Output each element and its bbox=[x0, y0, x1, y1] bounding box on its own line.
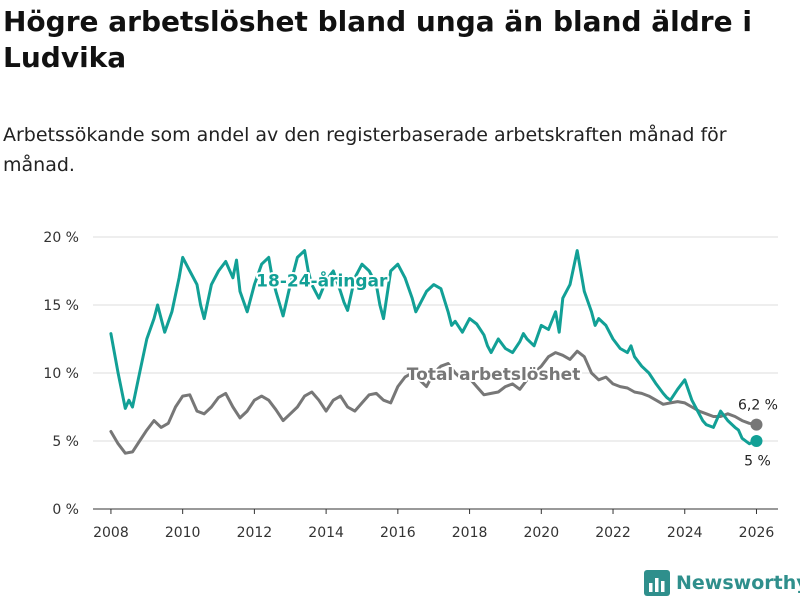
youth-end-label: 5 % bbox=[744, 453, 771, 469]
x-tick-label: 2020 bbox=[523, 525, 559, 541]
total-series-line bbox=[109, 349, 758, 455]
newsworthy-logo[interactable]: Newsworthy bbox=[644, 568, 800, 598]
total-end-label: 6,2 % bbox=[738, 398, 778, 414]
series-labels: 18-24-åringar Total arbetslöshet 6,2 % 5 % bbox=[254, 268, 780, 472]
y-tick-label: 15 % bbox=[43, 298, 79, 314]
x-tick-label: 2010 bbox=[165, 525, 201, 541]
x-tick-label: 2016 bbox=[380, 525, 416, 541]
brand-name: Newsworthy bbox=[676, 572, 800, 594]
y-tick-label: 0 % bbox=[52, 502, 79, 518]
youth-series-line bbox=[109, 249, 758, 446]
x-tick-label: 2008 bbox=[93, 525, 129, 541]
bar-chart-icon bbox=[644, 570, 670, 596]
x-tick-label: 2014 bbox=[308, 525, 344, 541]
youth-end-point bbox=[750, 435, 763, 447]
total-end-point bbox=[750, 418, 763, 431]
x-tick-label: 2026 bbox=[739, 525, 775, 541]
line-chart: 0 %5 %10 %15 %20 % 2008 2010 2012 2014 2016 2… bbox=[43, 230, 780, 541]
y-tick-label: 5 % bbox=[52, 434, 79, 450]
x-tick-label: 2012 bbox=[237, 525, 273, 541]
total-series-label: Total arbetslöshet bbox=[407, 365, 581, 385]
chart-title: Högre arbetslöshet bland unga än bland ä… bbox=[3, 5, 752, 74]
y-tick-label: 20 % bbox=[43, 230, 79, 246]
x-axis: 2008 2010 2012 2014 2016 2018 2020 2022 2024 2026 bbox=[93, 509, 774, 541]
x-tick-label: 2022 bbox=[595, 525, 631, 541]
youth-series-label: 18-24-åringar bbox=[256, 270, 388, 292]
chart-subtitle: Arbetssökande som andel av den registerb… bbox=[3, 124, 727, 176]
x-tick-label: 2018 bbox=[452, 525, 488, 541]
x-tick-label: 2024 bbox=[667, 525, 703, 541]
series-lines bbox=[109, 249, 763, 455]
y-axis: 0 % 5 % 10 % 15 % 20 % bbox=[43, 230, 79, 518]
y-tick-label: 10 % bbox=[43, 366, 79, 382]
